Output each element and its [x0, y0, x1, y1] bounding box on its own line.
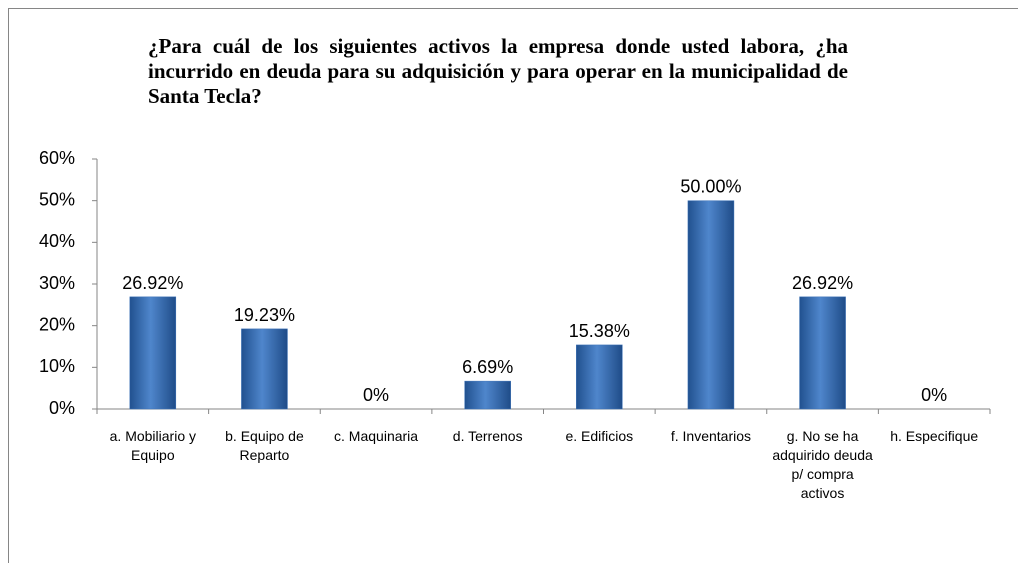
chart-title: ¿Para cuál de los siguientes activos la … [148, 34, 848, 108]
value-label: 0% [921, 385, 947, 405]
bar [129, 296, 177, 410]
value-label: 19.23% [234, 305, 295, 325]
value-label: 6.69% [462, 357, 513, 377]
bar [576, 344, 623, 410]
y-tick-label: 0% [49, 398, 75, 418]
x-tick-label: f. Inventarios [670, 428, 752, 444]
x-tick-label: c. Maquinaria [334, 428, 419, 444]
value-label: 50.00% [680, 177, 741, 197]
value-label: 0% [363, 385, 389, 405]
x-tick-label: d. Terrenos [452, 428, 523, 444]
y-tick-label: 50% [39, 189, 75, 209]
y-tick-label: 40% [39, 231, 75, 251]
value-label: 15.38% [569, 321, 630, 341]
bar [241, 328, 288, 410]
chart-border [8, 8, 1018, 563]
value-label: 26.92% [792, 273, 853, 293]
bar [799, 296, 846, 410]
y-tick-label: 10% [39, 356, 75, 376]
x-tick-label: h. Especifique [890, 428, 979, 444]
bar [687, 200, 735, 410]
y-tick-label: 60% [39, 148, 75, 168]
y-tick-label: 20% [39, 314, 75, 334]
x-tick-label: g. No se ha adquirido deuda p/ compra ac… [772, 428, 873, 501]
y-tick-label: 30% [39, 273, 75, 293]
bar [464, 380, 511, 410]
x-tick-label: b. Equipo de Reparto [225, 428, 304, 463]
value-label: 26.92% [122, 273, 183, 293]
x-tick-label: a. Mobiliario y Equipo [109, 428, 196, 463]
x-tick-label: e. Edificios [565, 428, 634, 444]
